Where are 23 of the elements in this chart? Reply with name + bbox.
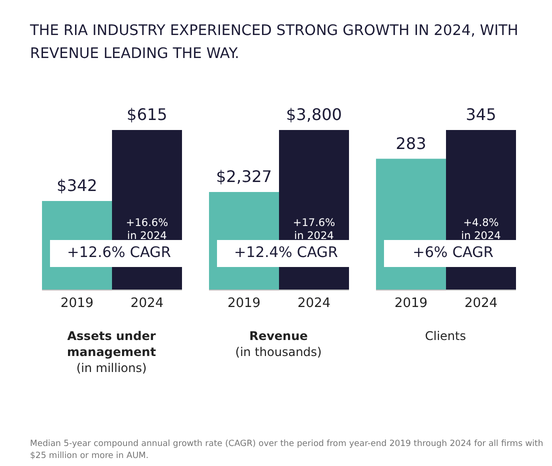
x-tick-label: 2024 xyxy=(297,296,331,312)
data-label: $3,800 xyxy=(286,105,342,124)
annotation: +12.4% CAGR xyxy=(233,245,339,261)
annotation: +6% CAGR xyxy=(412,245,494,261)
data-label: $2,327 xyxy=(216,167,272,186)
text: THE RIA INDUSTRY EXPERIENCED STRONG GROWTH IN 2024, WITH REVENUE LEADING THE WAY. xyxy=(30,22,520,64)
annotation: +12.6% CAGR xyxy=(66,245,172,261)
x-tick-label: 2019 xyxy=(60,296,94,312)
data-label: 283 xyxy=(396,134,426,153)
data-label: $615 xyxy=(126,105,168,124)
x-tick-label: 2024 xyxy=(130,296,164,312)
x-tick-label: 2019 xyxy=(394,296,428,312)
x-axis-title: Revenue (in thousands) xyxy=(234,328,323,360)
annotation: +17.6% in 2024 xyxy=(292,217,336,242)
annotation: +4.8% in 2024 xyxy=(461,217,502,242)
x-axis-title: Clients xyxy=(424,328,467,344)
x-tick-label: 2024 xyxy=(464,296,498,312)
text: Median 5-year compound annual growth rate (CAGR) over the period from year-end 2019 through 2024 for all firms with $25 million or more in AUM. xyxy=(30,438,544,462)
data-label: $342 xyxy=(56,176,98,196)
x-axis-title: Assets under management (in millions) xyxy=(66,328,157,376)
data-label: 345 xyxy=(466,105,496,124)
annotation: +16.6% in 2024 xyxy=(126,217,168,242)
x-tick-label: 2019 xyxy=(227,296,261,312)
